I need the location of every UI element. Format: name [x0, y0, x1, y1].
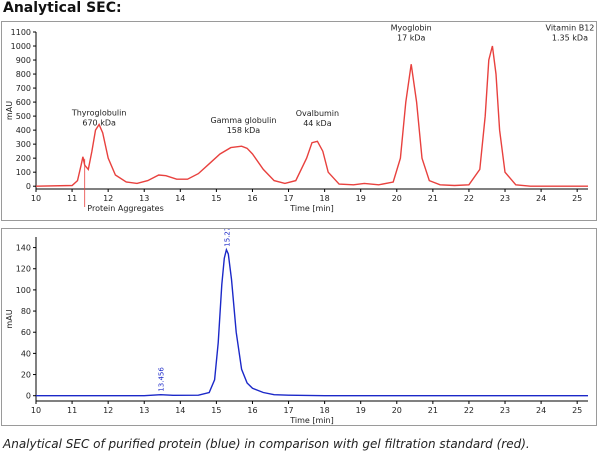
- y-tick-label: 80: [21, 307, 31, 316]
- y-tick-label: 800: [16, 70, 31, 79]
- annotation-mass: 17 kDa: [397, 34, 426, 43]
- y-tick-label: 200: [16, 154, 31, 163]
- y-tick-label: 0: [26, 392, 31, 401]
- y-tick-label: 0: [26, 182, 31, 191]
- y-axis-label: mAU: [5, 101, 14, 120]
- chart-panel-protein: 0 20 40 60 80 100 120 140 10 11 12 13 14 15 16 17 18 19 20…: [1, 228, 597, 426]
- x-tick-label: 20: [392, 406, 402, 415]
- x-tick-label: 21: [428, 194, 438, 203]
- annotation-name: Thyroglobulin: [71, 108, 127, 117]
- peak-label: 13.456: [158, 367, 166, 392]
- x-tick-label: 11: [67, 194, 77, 203]
- annotation-mass: 158 kDa: [227, 126, 261, 135]
- annotation-name: Vitamin B12: [546, 24, 595, 33]
- x-tick-label: 12: [103, 194, 113, 203]
- annotation-name: Ovalbumin: [296, 109, 339, 118]
- x-tick-label: 10: [31, 194, 41, 203]
- x-tick-label: 25: [572, 406, 582, 415]
- annotation-mass: 44 kDa: [303, 119, 332, 128]
- x-tick-label: 21: [428, 406, 438, 415]
- peak-label: 15.278: [223, 229, 231, 247]
- y-tick-label: 20: [21, 371, 31, 380]
- chart-panel-standard: 0 100 200 300 400 500 600 700 800 900 1000 1100 10 11…: [1, 21, 597, 221]
- x-tick-label: 14: [175, 194, 185, 203]
- x-tick-label: 16: [247, 406, 257, 415]
- y-tick-label: 400: [16, 126, 31, 135]
- y-tick-label: 1000: [11, 42, 31, 51]
- standard-chromatogram: 0 100 200 300 400 500 600 700 800 900 1000 1100 10 11…: [5, 24, 595, 213]
- x-tick-label: 23: [500, 194, 510, 203]
- x-tick-label: 12: [103, 406, 113, 415]
- x-tick-label: 13: [139, 406, 149, 415]
- x-tick-label: 19: [356, 406, 366, 415]
- section-heading: Analytical SEC:: [3, 0, 122, 16]
- annotation-aggregates: Protein Aggregates: [87, 204, 163, 213]
- y-axis-label: mAU: [5, 309, 14, 328]
- x-tick-label: 24: [536, 194, 546, 203]
- x-tick-label: 20: [392, 194, 402, 203]
- y-tick-label: 300: [16, 140, 31, 149]
- x-tick-label: 25: [572, 194, 582, 203]
- annotation-mass: 1.35 kDa: [552, 34, 588, 43]
- x-tick-label: 23: [500, 406, 510, 415]
- y-tick-label: 100: [16, 168, 31, 177]
- x-axis-label: Time [min]: [289, 204, 333, 213]
- x-tick-label: 13: [139, 194, 149, 203]
- series-line: [36, 247, 588, 397]
- x-tick-label: 15: [211, 194, 221, 203]
- x-tick-label: 19: [356, 194, 366, 203]
- y-tick-label: 700: [16, 84, 31, 93]
- annotation-name: Gamma globulin: [210, 116, 276, 125]
- y-tick-label: 600: [16, 98, 31, 107]
- x-tick-label: 14: [175, 406, 185, 415]
- x-tick-label: 11: [67, 406, 77, 415]
- y-tick-label: 900: [16, 56, 31, 65]
- figure-caption: Analytical SEC of purified protein (blue…: [3, 437, 530, 451]
- x-tick-label: 17: [283, 406, 293, 415]
- x-tick-label: 16: [247, 194, 257, 203]
- y-tick-label: 40: [21, 349, 31, 358]
- x-tick-label: 22: [464, 406, 474, 415]
- y-tick-label: 1100: [11, 28, 31, 37]
- y-tick-label: 100: [16, 286, 31, 295]
- x-axis-label: Time [min]: [289, 416, 333, 425]
- x-tick-label: 18: [320, 194, 330, 203]
- protein-chromatogram: 0 20 40 60 80 100 120 140 10 11 12 13 14 15 16 17 18 19 20…: [5, 229, 588, 425]
- x-tick-label: 17: [283, 194, 293, 203]
- y-tick-label: 500: [16, 112, 31, 121]
- series-line: [35, 45, 588, 187]
- annotation-name: Myoglobin: [391, 24, 432, 33]
- x-tick-label: 10: [31, 406, 41, 415]
- x-tick-label: 24: [536, 406, 546, 415]
- annotation-mass: 670 kDa: [82, 118, 116, 127]
- y-tick-label: 60: [21, 328, 31, 337]
- y-tick-label: 140: [16, 244, 31, 253]
- x-tick-label: 15: [211, 406, 221, 415]
- x-tick-label: 18: [320, 406, 330, 415]
- y-tick-label: 120: [16, 265, 31, 274]
- x-tick-label: 22: [464, 194, 474, 203]
